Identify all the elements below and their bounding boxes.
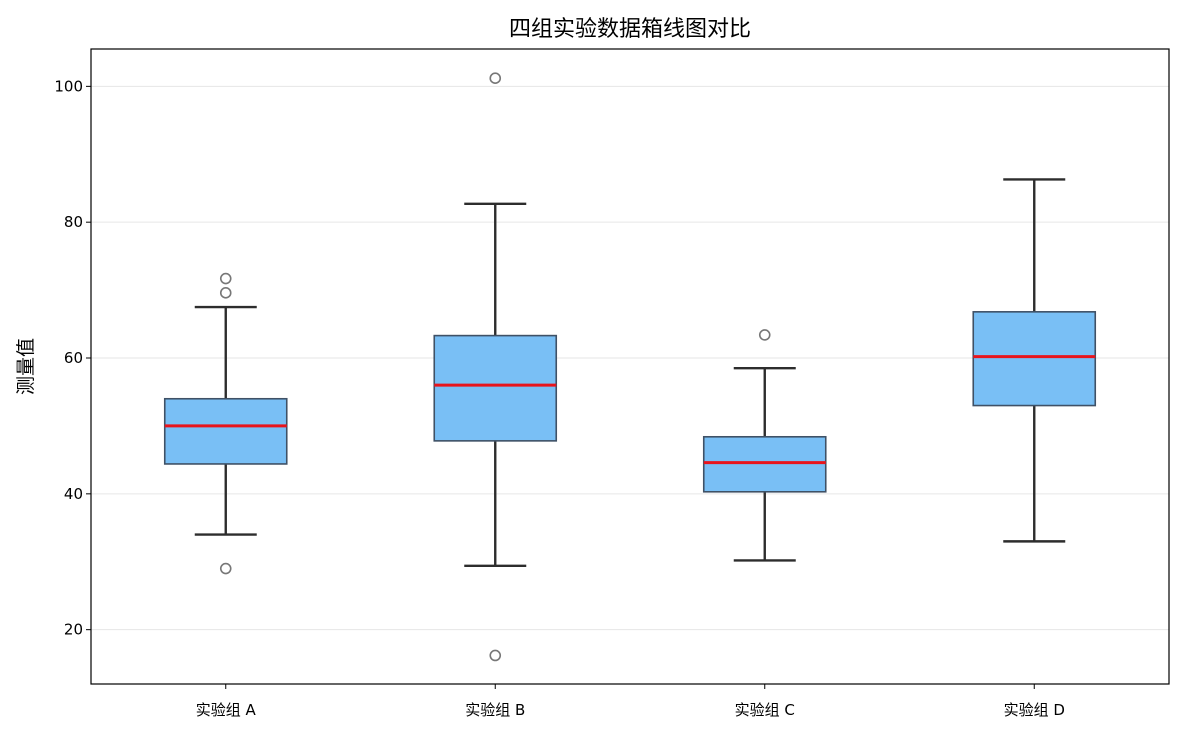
outlier-layer xyxy=(219,72,771,662)
y-tick-label: 80 xyxy=(64,213,83,231)
box-iqr xyxy=(433,334,558,442)
outlier-point xyxy=(219,272,232,285)
chart-title: 四组实验数据箱线图对比 xyxy=(509,17,751,42)
plot-frame xyxy=(90,48,1170,685)
y-tick-label: 100 xyxy=(54,77,83,95)
x-axis-ticks: 实验组 A 实验组 B 实验组 C 实验组 D xyxy=(196,684,1065,719)
box-iqr xyxy=(163,397,288,465)
x-tick-label: 实验组 B xyxy=(465,701,525,719)
box-iqr xyxy=(972,311,1097,407)
y-axis-label: 测量值 xyxy=(15,338,37,395)
grid-lines xyxy=(91,85,1169,631)
y-tick-label: 40 xyxy=(64,485,83,503)
y-axis-ticks: 20 40 60 80 100 xyxy=(54,77,91,639)
outlier-point xyxy=(758,329,771,341)
outlier-point xyxy=(489,72,502,85)
box-layer xyxy=(163,178,1097,568)
y-tick-label: 60 xyxy=(64,349,83,367)
box-iqr xyxy=(702,435,827,493)
outlier-point xyxy=(219,562,232,575)
x-tick-label: 实验组 C xyxy=(735,701,795,719)
outlier-point xyxy=(489,649,502,662)
y-tick-label: 20 xyxy=(64,621,83,639)
x-tick-label: 实验组 A xyxy=(196,701,257,719)
outlier-point xyxy=(219,287,232,299)
x-tick-label: 实验组 D xyxy=(1004,701,1065,719)
